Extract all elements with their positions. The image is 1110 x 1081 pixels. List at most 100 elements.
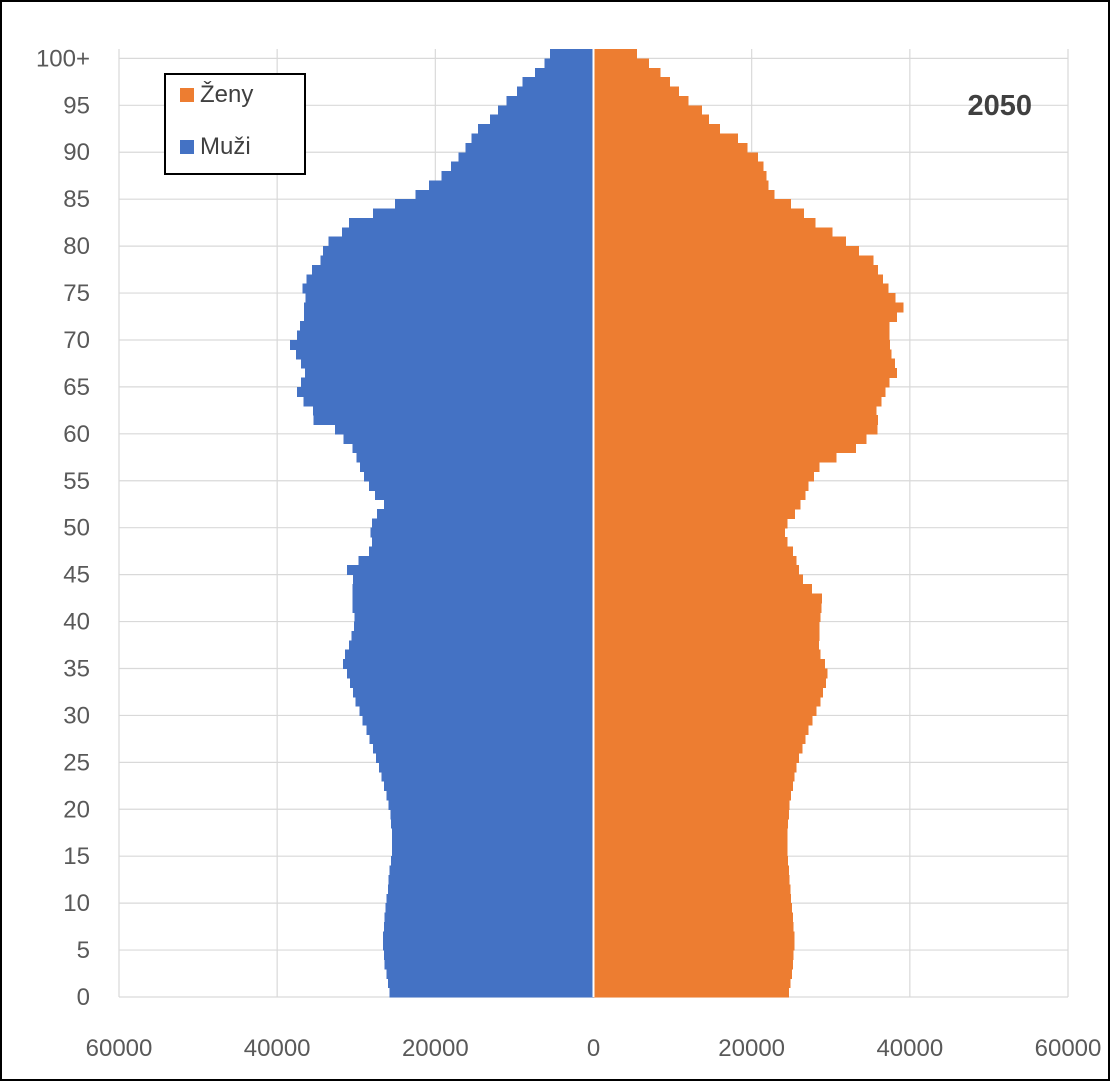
y-tick-label: 35 bbox=[63, 655, 90, 682]
bar-zeny-age-44 bbox=[593, 574, 804, 585]
y-tick-label: 30 bbox=[63, 702, 90, 729]
bar-muzi-age-33 bbox=[349, 677, 594, 688]
bar-muzi-age-60 bbox=[334, 424, 594, 435]
y-tick-label: 5 bbox=[77, 937, 90, 964]
bar-muzi-age-32 bbox=[353, 687, 594, 698]
bar-muzi-age-24 bbox=[379, 762, 594, 773]
bar-zeny-age-52 bbox=[593, 499, 801, 510]
bar-zeny-age-29 bbox=[593, 715, 813, 726]
bar-zeny-age-94 bbox=[593, 105, 702, 116]
bar-zeny-age-20 bbox=[593, 799, 790, 810]
bar-muzi-age-70 bbox=[296, 330, 594, 341]
bar-zeny-age-73 bbox=[593, 302, 904, 313]
bar-zeny-age-78 bbox=[593, 255, 874, 266]
bar-zeny-age-97 bbox=[593, 77, 671, 88]
y-tick-label: 65 bbox=[63, 374, 90, 401]
legend-label-zeny: Ženy bbox=[200, 81, 253, 108]
bar-zeny-age-58 bbox=[593, 443, 857, 454]
bar-zeny-age-93 bbox=[593, 114, 709, 125]
bar-zeny-age-60 bbox=[593, 424, 878, 435]
x-tick-label: 0 bbox=[587, 1035, 600, 1062]
bar-zeny-age-15 bbox=[593, 846, 788, 857]
bar-zeny-age-95 bbox=[593, 95, 689, 106]
bar-zeny-age-14 bbox=[593, 856, 789, 867]
bar-muzi-age-69 bbox=[289, 339, 594, 350]
bar-zeny-age-2 bbox=[593, 968, 792, 979]
bar-zeny-age-77 bbox=[593, 264, 879, 275]
y-tick-label: 25 bbox=[63, 749, 90, 776]
bar-zeny-age-92 bbox=[593, 124, 721, 135]
bar-muzi-age-81 bbox=[342, 227, 594, 238]
bar-zeny-age-1 bbox=[593, 978, 791, 989]
bar-muzi-age-87 bbox=[441, 171, 594, 182]
bar-zeny-age-27 bbox=[593, 734, 806, 745]
bar-zeny-age-16 bbox=[593, 837, 788, 848]
x-tick-label: 20000 bbox=[718, 1035, 785, 1062]
bar-muzi-age-16 bbox=[391, 837, 594, 848]
bar-muzi-age-85 bbox=[415, 189, 594, 200]
bar-zeny-age-65 bbox=[593, 377, 890, 388]
legend-swatch-zeny bbox=[180, 88, 194, 102]
bar-zeny-age-18 bbox=[593, 818, 789, 829]
bar-zeny-age-37 bbox=[593, 640, 819, 651]
bar-zeny-age-59 bbox=[593, 433, 867, 444]
bar-zeny-age-80 bbox=[593, 236, 846, 247]
bar-zeny-age-70 bbox=[593, 330, 890, 341]
bar-muzi-age-38 bbox=[351, 630, 594, 641]
bar-muzi-age-54 bbox=[368, 480, 594, 491]
bar-muzi-age-0 bbox=[389, 987, 594, 998]
bar-zeny-age-43 bbox=[593, 584, 812, 594]
bar-zeny-age-33 bbox=[593, 677, 826, 688]
bar-zeny-age-24 bbox=[593, 762, 797, 773]
bar-zeny-age-36 bbox=[593, 649, 821, 660]
bar-muzi-age-67 bbox=[300, 358, 594, 369]
bar-zeny-age-71 bbox=[593, 321, 890, 332]
bars-muzi bbox=[289, 49, 594, 998]
bar-muzi-age-57 bbox=[356, 452, 594, 463]
bar-muzi-age-64 bbox=[296, 386, 594, 397]
y-tick-label: 70 bbox=[63, 327, 90, 354]
bar-muzi-age-56 bbox=[360, 461, 594, 472]
bar-muzi-age-76 bbox=[306, 274, 594, 285]
bar-zeny-age-50 bbox=[593, 518, 788, 529]
bar-muzi-age-89 bbox=[458, 152, 594, 163]
bar-zeny-age-10 bbox=[593, 893, 792, 904]
bar-muzi-age-6 bbox=[383, 931, 594, 942]
bar-zeny-age-90 bbox=[593, 142, 748, 153]
y-tick-label: 75 bbox=[63, 280, 90, 307]
bar-muzi-age-88 bbox=[451, 161, 594, 172]
bar-zeny-age-54 bbox=[593, 480, 809, 491]
bar-zeny-age-83 bbox=[593, 208, 804, 219]
bar-muzi-age-62 bbox=[312, 405, 594, 416]
bar-zeny-age-5 bbox=[593, 940, 795, 951]
y-tick-label: 20 bbox=[63, 796, 90, 823]
bar-muzi-age-43 bbox=[352, 584, 594, 594]
bar-muzi-age-78 bbox=[320, 255, 594, 266]
bar-muzi-age-8 bbox=[384, 912, 594, 923]
bar-muzi-age-29 bbox=[362, 715, 594, 726]
bar-muzi-age-97 bbox=[522, 77, 594, 88]
x-axis-ticks: 60000 40000 20000 0 20000 40000 60000 bbox=[86, 1035, 1102, 1062]
y-tick-label: 80 bbox=[63, 233, 90, 260]
y-tick-label: 100+ bbox=[36, 45, 90, 72]
bar-muzi-age-10 bbox=[386, 893, 594, 904]
bar-zeny-age-4 bbox=[593, 950, 794, 961]
bar-zeny-age-7 bbox=[593, 921, 794, 932]
y-axis-ticks: 0 5 10 15 20 25 30 35 40 45 50 55 60 65 70 75 80 85 90 95 10… bbox=[36, 45, 90, 1011]
bar-zeny-age-66 bbox=[593, 368, 898, 379]
bar-zeny-age-68 bbox=[593, 349, 892, 360]
bar-zeny-age-99 bbox=[593, 58, 649, 69]
bar-muzi-age-26 bbox=[372, 743, 594, 754]
legend-swatch-muzi bbox=[180, 140, 194, 154]
bar-zeny-age-6 bbox=[593, 931, 795, 942]
bar-zeny-age-11 bbox=[593, 884, 791, 895]
bar-zeny-age-67 bbox=[593, 358, 895, 369]
bar-muzi-age-50 bbox=[372, 518, 594, 529]
bar-muzi-age-77 bbox=[311, 264, 594, 275]
y-tick-label: 10 bbox=[63, 890, 90, 917]
y-tick-label: 55 bbox=[63, 468, 90, 495]
bar-muzi-age-35 bbox=[342, 659, 594, 670]
bar-muzi-age-98 bbox=[534, 67, 594, 78]
bar-zeny-age-8 bbox=[593, 912, 793, 923]
bar-muzi-age-37 bbox=[349, 640, 594, 651]
